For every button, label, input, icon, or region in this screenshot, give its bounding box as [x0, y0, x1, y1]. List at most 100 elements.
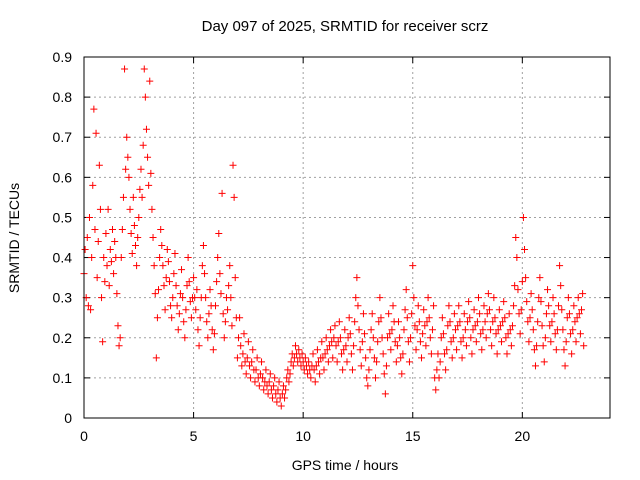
data-point	[333, 358, 341, 366]
data-point	[145, 181, 153, 189]
data-point	[139, 141, 147, 149]
data-point	[476, 310, 484, 318]
data-point	[219, 310, 227, 318]
data-point	[502, 334, 510, 342]
data-point	[551, 330, 559, 338]
data-point	[352, 294, 360, 302]
data-point	[550, 310, 558, 318]
data-point	[96, 205, 104, 213]
data-point	[478, 346, 486, 354]
data-point	[465, 298, 473, 306]
data-point	[194, 326, 202, 334]
data-point	[323, 346, 331, 354]
data-point	[221, 318, 229, 326]
data-point	[531, 362, 539, 370]
data-point	[575, 310, 583, 318]
data-point	[580, 342, 588, 350]
data-point	[147, 169, 155, 177]
data-point	[117, 254, 125, 262]
data-point	[393, 342, 401, 350]
data-point	[110, 270, 118, 278]
data-point	[572, 338, 580, 346]
data-point	[187, 314, 195, 322]
data-point	[446, 318, 454, 326]
data-point	[410, 294, 418, 302]
data-point	[316, 370, 324, 378]
data-point	[569, 326, 577, 334]
data-point	[483, 310, 491, 318]
data-point	[125, 173, 133, 181]
data-point	[484, 290, 492, 298]
data-point	[255, 382, 263, 390]
data-point	[253, 354, 261, 362]
data-point	[481, 318, 489, 326]
data-point	[172, 282, 180, 290]
y-tick-label: 0	[64, 410, 72, 426]
data-point	[236, 314, 244, 322]
data-point	[467, 334, 475, 342]
data-point	[348, 366, 356, 374]
data-point	[331, 322, 339, 330]
data-point	[279, 382, 287, 390]
data-point	[242, 370, 250, 378]
data-point	[220, 334, 228, 342]
data-point	[231, 274, 239, 282]
data-point	[126, 205, 134, 213]
data-point	[385, 310, 393, 318]
data-point	[472, 338, 480, 346]
data-point	[359, 310, 367, 318]
data-point	[514, 286, 522, 294]
data-point	[313, 346, 321, 354]
data-point	[449, 334, 457, 342]
data-point	[267, 386, 275, 394]
data-point	[369, 334, 377, 342]
data-point	[310, 366, 318, 374]
data-point	[426, 334, 434, 342]
data-point	[579, 290, 587, 298]
data-point	[434, 350, 442, 358]
data-point	[576, 330, 584, 338]
data-point	[432, 386, 440, 394]
data-point	[475, 294, 482, 302]
x-tick-label: 0	[80, 428, 88, 444]
data-point	[353, 274, 361, 282]
data-point	[364, 382, 372, 390]
data-point	[240, 330, 248, 338]
data-point	[256, 370, 264, 378]
data-point	[508, 322, 516, 330]
data-point	[212, 302, 219, 310]
data-point	[138, 193, 146, 201]
data-point	[458, 354, 466, 362]
data-point	[190, 274, 198, 282]
data-point	[115, 342, 123, 350]
data-point	[457, 338, 465, 346]
data-point	[370, 354, 378, 362]
y-tick-label: 0.4	[53, 250, 73, 266]
data-point	[170, 270, 178, 278]
data-point	[142, 125, 150, 133]
data-point	[388, 326, 396, 334]
data-point	[507, 342, 515, 350]
data-point	[404, 338, 412, 346]
data-point	[443, 346, 451, 354]
data-point	[464, 318, 472, 326]
data-point	[529, 326, 537, 334]
data-point	[85, 213, 93, 221]
data-point	[118, 225, 126, 233]
y-tick-label: 0.3	[53, 290, 73, 306]
data-point	[264, 390, 272, 398]
y-tick-label: 0.1	[53, 370, 73, 386]
data-point	[244, 338, 252, 346]
data-point	[156, 254, 164, 262]
data-point	[468, 350, 476, 358]
data-point	[401, 306, 409, 314]
data-point	[158, 242, 166, 250]
data-point	[271, 374, 279, 382]
data-point	[461, 326, 469, 334]
data-point	[214, 254, 222, 262]
data-point	[150, 262, 158, 270]
data-point	[327, 326, 335, 334]
data-point	[469, 326, 477, 334]
data-point	[494, 326, 502, 334]
